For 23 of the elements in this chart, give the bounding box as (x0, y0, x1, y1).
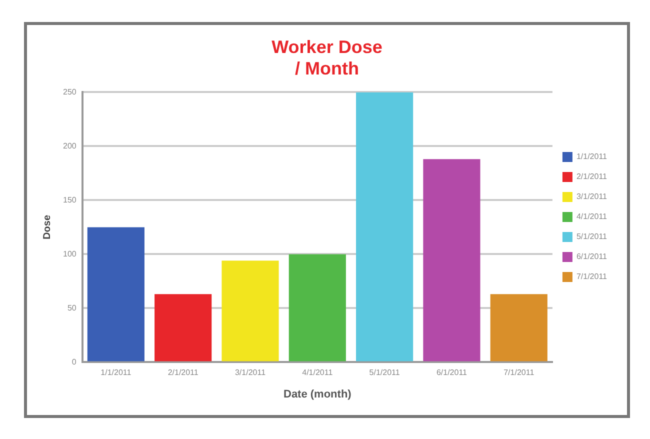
y-tick-label: 200 (62, 141, 77, 150)
x-tick-label: 6/1/2011 (436, 368, 468, 378)
x-tick-label: 1/1/2011 (100, 368, 132, 378)
x-tick-label: 2/1/2011 (168, 368, 199, 378)
y-tick-label: 100 (62, 249, 77, 258)
legend-label: 1/1/2011 (576, 152, 608, 162)
x-tick-label: 4/1/2011 (302, 368, 334, 378)
x-axis-title: Date (month) (283, 388, 352, 400)
legend-label: 7/1/2011 (576, 272, 608, 282)
x-tick-label: 7/1/2011 (504, 368, 535, 378)
chart-title: Worker Dose / Month (272, 36, 382, 78)
legend-label: 5/1/2011 (576, 232, 608, 242)
y-tick-label: 0 (72, 357, 77, 366)
legend-label: 6/1/2011 (576, 252, 608, 262)
x-tick-label: 5/1/2011 (369, 368, 400, 378)
legend-label: 2/1/2011 (576, 172, 608, 182)
y-tick-label: 50 (67, 303, 77, 312)
y-tick-label: 150 (62, 195, 77, 204)
y-tick-label: 250 (62, 87, 77, 96)
legend-label: 3/1/2011 (576, 192, 608, 202)
y-axis-title: Dose (42, 214, 53, 240)
x-tick-label: 3/1/2011 (234, 368, 266, 378)
legend-label: 4/1/2011 (576, 212, 608, 222)
